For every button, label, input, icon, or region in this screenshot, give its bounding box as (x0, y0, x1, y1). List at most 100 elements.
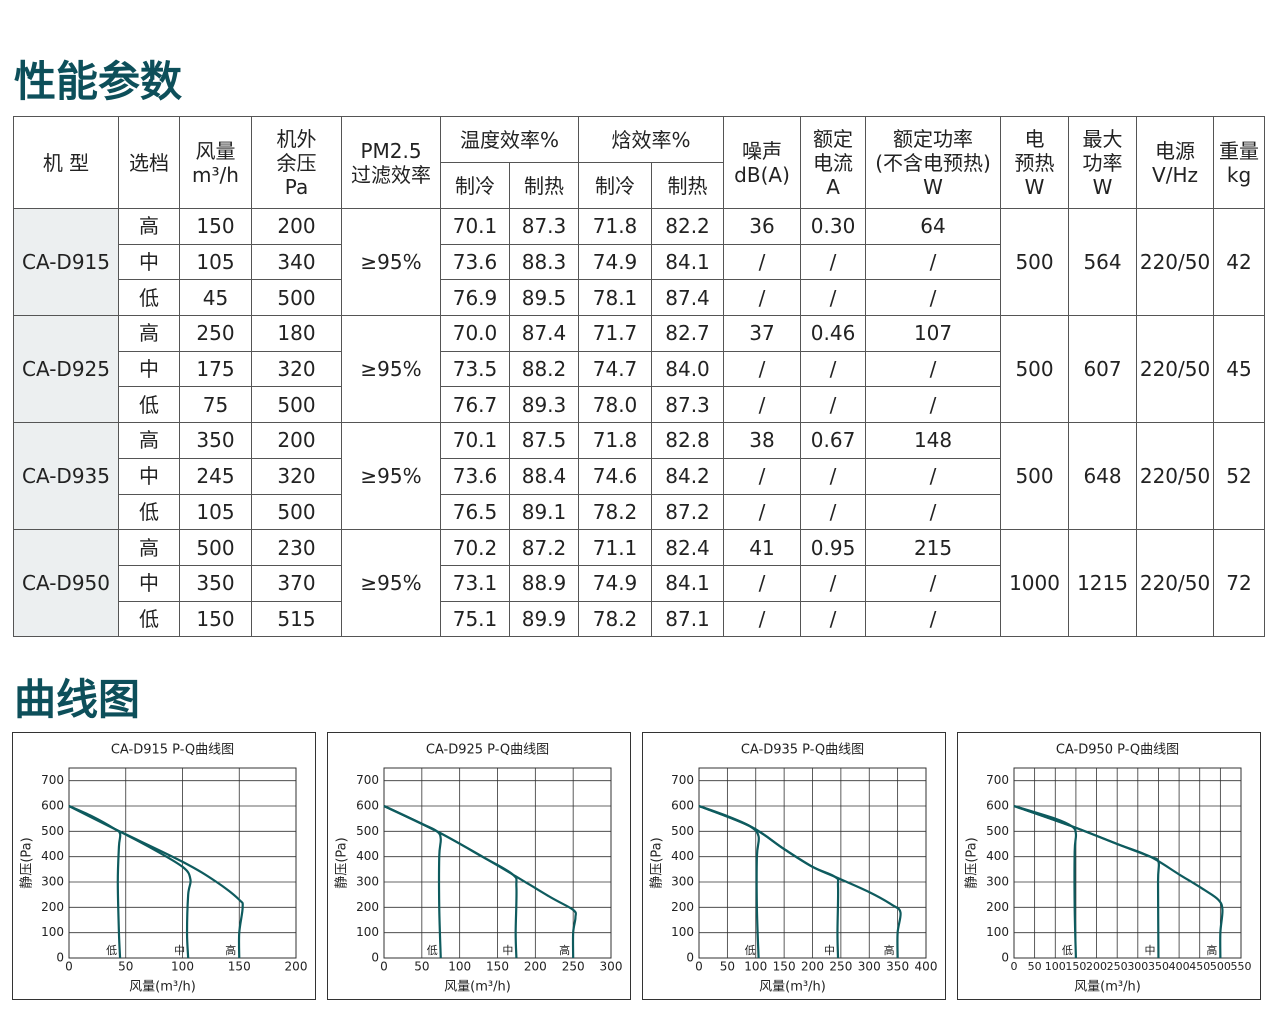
cell: 74.6 (578, 457, 653, 495)
header-cell: 选档 (118, 116, 180, 209)
x-tick-label: 550 (1231, 960, 1252, 973)
body-row: CA-D915 高 150 200 ≥95% 70.1 87.3 71.8 82.2 36 0.30… (13, 207, 1266, 317)
header-line: dB(A) (734, 162, 790, 187)
header-line: kg (1226, 162, 1252, 187)
cell: 中 (118, 457, 180, 495)
cell: 500 (251, 279, 342, 317)
cell: 84.1 (651, 243, 725, 281)
cell: 1215 (1068, 529, 1138, 638)
cell: 45 (179, 279, 252, 317)
cell: 1000 (1000, 529, 1070, 638)
cell: 36 (723, 208, 802, 245)
header-cell: 最大 功率 W (1068, 116, 1138, 209)
header-line: 制热 (667, 173, 708, 198)
header-cell: 制热 (508, 162, 580, 209)
header-line: 电流 (813, 150, 854, 175)
cell: 78.2 (578, 493, 653, 531)
cell: 70.2 (440, 529, 510, 566)
cell: 78.0 (578, 386, 653, 424)
cell: / (723, 243, 802, 281)
cell: 87.1 (651, 600, 725, 638)
header-cell: 电预热 W (1000, 116, 1070, 209)
body-row: 低 105 500 76.5 89.1 78.2 87.2// / (14, 493, 1265, 531)
chart: CA-D925 P-Q曲线图 0 100 200 300 400 500 600 700 0 50 1… (327, 732, 631, 1000)
pq-curve (1013, 804, 1224, 959)
x-tick-label: 350 (1148, 960, 1169, 973)
cell: / (800, 600, 867, 638)
cell: 87.2 (651, 493, 725, 531)
x-axis-label: 风量(m³/h) (1074, 980, 1141, 995)
cell: 105 (179, 493, 252, 531)
x-tick-label: 150 (486, 960, 509, 974)
cell: 250 (179, 315, 252, 352)
y-axis-label: 静压(Pa) (335, 837, 350, 888)
curve-label: 中 (174, 944, 185, 957)
header-line: V/Hz (1152, 162, 1199, 187)
cell: 564 (1068, 207, 1138, 317)
header-line: 焓效率% (611, 127, 691, 152)
x-tick-label: 450 (1189, 960, 1210, 973)
cell: 低 (118, 279, 180, 317)
y-tick-label: 0 (371, 951, 379, 965)
cell: 71.7 (578, 315, 653, 352)
pq-curve (383, 805, 577, 959)
header-cell: 机外 余压 Pa (251, 116, 342, 209)
header-line: 功率 (1082, 150, 1123, 175)
x-tick-label: 200 (285, 960, 308, 974)
x-tick-label: 200 (801, 960, 824, 974)
header-cell: 额定功率 (不含电预热) W (865, 116, 1002, 209)
x-tick-label: 400 (1169, 960, 1190, 973)
header-cell: 电源 V/Hz (1136, 116, 1215, 209)
y-tick-label: 300 (41, 875, 64, 889)
cell: CA-D925 (13, 315, 119, 424)
cell: 340 (251, 243, 342, 281)
x-tick-label: 50 (118, 960, 133, 974)
cell: 89.5 (508, 279, 580, 317)
header-line: 电 (1024, 126, 1045, 151)
header-row: 制冷 制热 制冷 制热 (14, 162, 1265, 209)
section-title: 曲线图 (14, 675, 141, 724)
x-tick-label: 250 (829, 960, 852, 974)
cell: 71.1 (578, 529, 653, 566)
header-line: 额定 (813, 126, 854, 151)
y-tick-label: 0 (1001, 951, 1009, 965)
y-tick-label: 600 (671, 799, 694, 813)
cell: 低 (118, 493, 180, 531)
cell: / (800, 493, 867, 531)
cell: / (723, 279, 802, 317)
pq-curve (68, 805, 244, 959)
cell: 370 (251, 564, 342, 602)
y-tick-label: 300 (986, 875, 1009, 889)
cell: 148 (865, 422, 1002, 459)
cell: 78.1 (578, 279, 653, 317)
cell: / (865, 350, 1002, 388)
chart-svg: CA-D915 P-Q曲线图 0 100 200 300 400 500 600 700 0 50 1… (20, 743, 308, 995)
cell: / (723, 457, 802, 495)
y-tick-label: 100 (41, 925, 64, 939)
cell: / (865, 600, 1002, 638)
cell: 88.9 (508, 564, 580, 602)
cell: 89.9 (508, 600, 580, 638)
cell: 0.30 (800, 208, 867, 245)
y-tick-label: 500 (986, 824, 1009, 838)
x-tick-label: 400 (915, 960, 938, 974)
chart: CA-D915 P-Q曲线图 0 100 200 300 400 500 600 700 0 50 1… (12, 732, 316, 1000)
y-tick-label: 500 (671, 824, 694, 838)
section-title: 性能参数 (14, 57, 183, 106)
cell: 220/50 (1136, 315, 1215, 424)
y-tick-label: 0 (56, 951, 64, 965)
x-tick-label: 200 (1086, 960, 1107, 973)
header-line: 噪声 (742, 138, 783, 163)
cell: / (865, 243, 1002, 281)
curve-label: 高 (559, 943, 570, 957)
cell: 320 (251, 350, 342, 388)
cell: 低 (118, 386, 180, 424)
curve-label: 高 (1206, 943, 1217, 957)
cell: / (723, 493, 802, 531)
x-tick-label: 50 (414, 960, 429, 974)
cell: 500 (251, 493, 342, 531)
body-row: CA-D950 高 500 230 ≥95% 70.2 87.2 71.1 82.4 41 0.95… (13, 529, 1266, 638)
cell: / (865, 279, 1002, 317)
x-tick-label: 150 (1065, 960, 1086, 973)
cell: 87.4 (651, 279, 725, 317)
